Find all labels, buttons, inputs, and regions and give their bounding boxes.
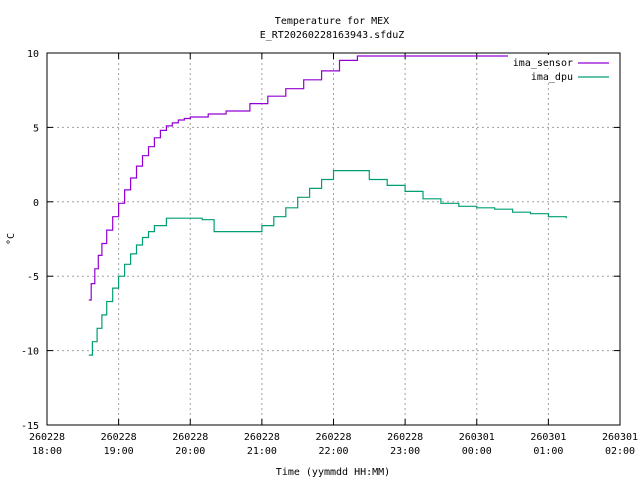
y-tick-label: 10 <box>27 49 39 60</box>
x-tick-label: 260301 <box>459 432 495 443</box>
x-tick-label: 21:00 <box>247 446 277 457</box>
x-tick-label: 260228 <box>387 432 423 443</box>
grid <box>46 52 621 426</box>
y-tick-label: 0 <box>33 198 39 209</box>
series-line-ima_dpu <box>88 170 567 356</box>
x-tick-label: 260301 <box>602 432 638 443</box>
plot-frame <box>46 52 621 426</box>
y-tick-label: -5 <box>27 272 39 283</box>
legend-label: ima_dpu <box>531 72 573 83</box>
x-tick-label: 22:00 <box>318 446 348 457</box>
x-tick-label: 260228 <box>244 432 280 443</box>
y-tick-label: 5 <box>33 123 39 134</box>
x-tick-label: 00:00 <box>462 446 492 457</box>
y-tick-label: -10 <box>21 347 39 358</box>
axis-ticks: 260228 18:00 260228 19:00 260228 20:00 260228 2… <box>21 49 638 457</box>
legend: ima_sensor ima_dpu <box>508 55 616 83</box>
x-tick-label: 260228 <box>29 432 65 443</box>
y-tick-label: -15 <box>21 421 39 432</box>
x-tick-label: 01:00 <box>533 446 563 457</box>
x-tick-label: 20:00 <box>175 446 205 457</box>
x-tick-label: 260228 <box>101 432 137 443</box>
legend-backdrop <box>508 55 616 67</box>
chart-title: Temperature for MEX <box>275 16 389 27</box>
legend-label: ima_sensor <box>513 58 573 69</box>
x-tick-label: 260301 <box>530 432 566 443</box>
series-line-ima_sensor <box>88 55 549 301</box>
x-tick-label: 260228 <box>172 432 208 443</box>
series-lines <box>88 55 567 356</box>
x-tick-label: 19:00 <box>104 446 134 457</box>
x-tick-label: 260228 <box>315 432 351 443</box>
x-tick-label: 02:00 <box>605 446 635 457</box>
y-axis-label: °C <box>6 233 17 245</box>
x-axis-label: Time (yymmdd HH:MM) <box>276 467 390 478</box>
legend-backdrop <box>508 69 616 81</box>
x-tick-label: 23:00 <box>390 446 420 457</box>
chart-subtitle: E_RT20260228163943.sfduZ <box>260 30 405 41</box>
x-tick-label: 18:00 <box>32 446 62 457</box>
